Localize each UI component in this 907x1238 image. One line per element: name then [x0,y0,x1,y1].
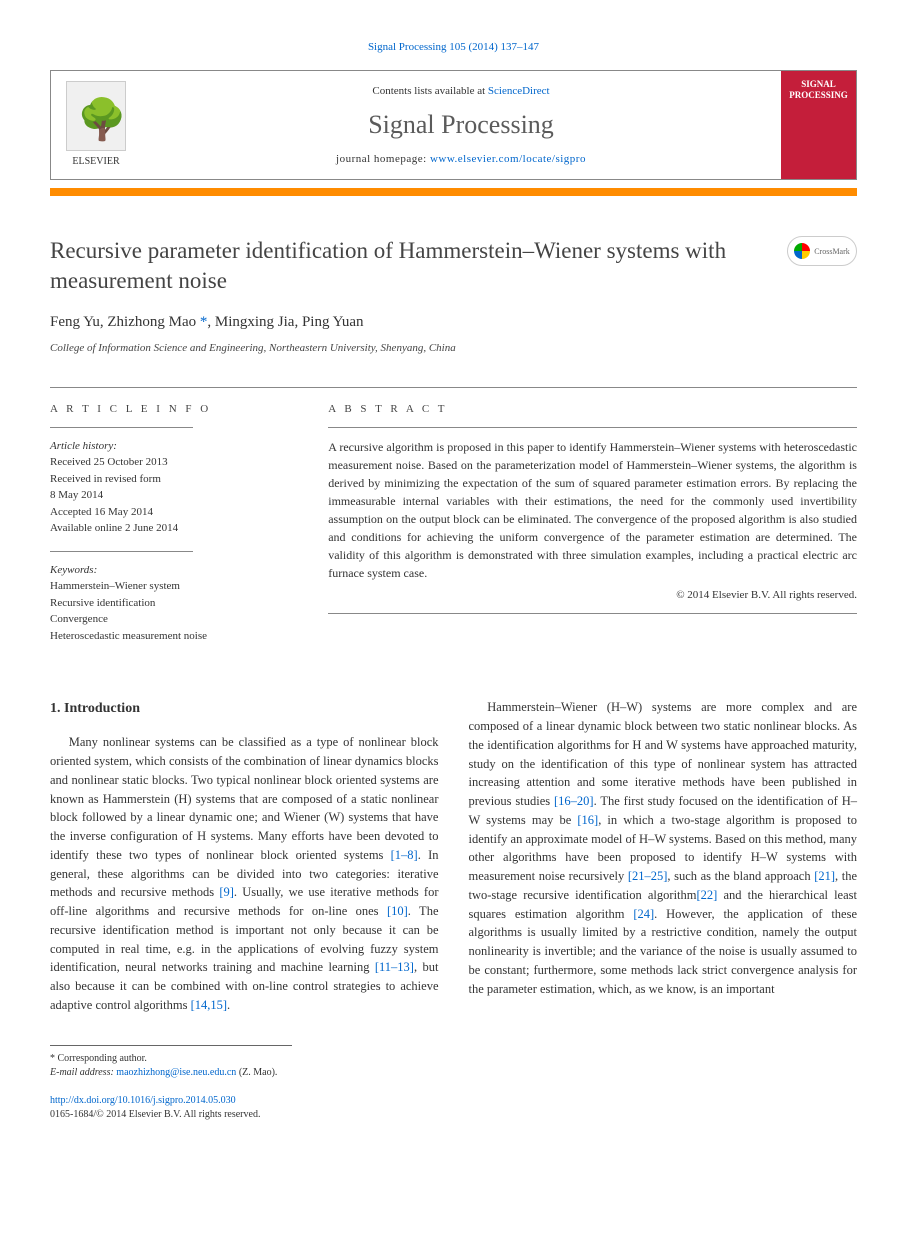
keyword-3: Convergence [50,613,108,625]
abstract-divider [328,427,857,428]
ref-10[interactable]: [10] [387,904,408,918]
crossmark-badge[interactable]: CrossMark [787,236,857,266]
doi-block: http://dx.doi.org/10.1016/j.sigpro.2014.… [50,1094,857,1122]
elsevier-logo-block: ELSEVIER [51,71,141,179]
keyword-1: Hammerstein–Wiener system [50,580,180,592]
masthead: ELSEVIER Contents lists available at Sci… [50,70,857,180]
article-info-column: A R T I C L E I N F O Article history: R… [50,388,308,659]
p1f: . [227,998,230,1012]
para-2: Hammerstein–Wiener (H–W) systems are mor… [469,698,858,998]
ref-21-25[interactable]: [21–25] [628,869,668,883]
footnote-block: * Corresponding author. E-mail address: … [50,1052,857,1080]
p2d: , such as the bland approach [667,869,814,883]
abstract-column: A B S T R A C T A recursive algorithm is… [308,388,857,659]
ref-24[interactable]: [24] [633,907,654,921]
doi-link[interactable]: http://dx.doi.org/10.1016/j.sigpro.2014.… [50,1095,236,1106]
ref-16[interactable]: [16] [577,813,598,827]
homepage-link[interactable]: www.elsevier.com/locate/sigpro [430,153,586,165]
elsevier-label: ELSEVIER [72,155,119,169]
author-list: Feng Yu, Zhizhong Mao *, Mingxing Jia, P… [50,312,857,333]
history-received: Received 25 October 2013 [50,456,168,468]
author-2: Zhizhong Mao [107,314,196,330]
paper-title: Recursive parameter identification of Ha… [50,236,787,296]
p1a: Many nonlinear systems can be classified… [50,735,439,862]
body-columns: 1. Introduction Many nonlinear systems c… [50,698,857,1014]
homepage-line: journal homepage: www.elsevier.com/locat… [151,152,771,167]
history-online: Available online 2 June 2014 [50,522,178,534]
keywords-label: Keywords: [50,564,97,576]
keyword-2: Recursive identification [50,597,155,609]
keyword-4: Heteroscedastic measurement noise [50,630,207,642]
ref-1-8[interactable]: [1–8] [391,848,418,862]
para-1: Many nonlinear systems can be classified… [50,733,439,1014]
keywords-block: Keywords: Hammerstein–Wiener system Recu… [50,562,288,645]
abstract-header: A B S T R A C T [328,402,857,417]
masthead-center: Contents lists available at ScienceDirec… [141,71,781,179]
author-1: Feng Yu [50,314,100,330]
author-rest: , Mingxing Jia, Ping Yuan [207,314,363,330]
sciencedirect-link[interactable]: ScienceDirect [488,85,550,97]
abstract-divider-bottom [328,613,857,614]
history-revised-2: 8 May 2014 [50,489,103,501]
email-label: E-mail address: [50,1067,116,1078]
affiliation: College of Information Science and Engin… [50,341,857,356]
article-info-header: A R T I C L E I N F O [50,402,288,417]
history-revised-1: Received in revised form [50,473,161,485]
corresponding-author-note: * Corresponding author. [50,1052,857,1066]
ref-14-15[interactable]: [14,15] [191,998,227,1012]
history-label: Article history: [50,440,117,452]
body-section: 1. Introduction Many nonlinear systems c… [50,698,857,1014]
history-block: Article history: Received 25 October 201… [50,438,288,537]
section-1-title: 1. Introduction [50,698,439,719]
ref-22[interactable]: [22] [697,888,718,902]
info-divider-1 [50,427,193,428]
p2a: Hammerstein–Wiener (H–W) systems are mor… [469,700,858,808]
crossmark-label: CrossMark [814,246,850,257]
info-abstract-row: A R T I C L E I N F O Article history: R… [50,387,857,659]
contents-line: Contents lists available at ScienceDirec… [151,84,771,99]
homepage-prefix: journal homepage: [336,153,430,165]
contents-prefix: Contents lists available at [372,85,487,97]
journal-reference: Signal Processing 105 (2014) 137–147 [50,40,857,55]
journal-ref-text: Signal Processing 105 (2014) 137–147 [368,41,539,53]
journal-cover: SIGNAL PROCESSING [781,71,856,179]
ref-11-13[interactable]: [11–13] [375,960,414,974]
history-accepted: Accepted 16 May 2014 [50,506,153,518]
info-divider-2 [50,551,193,552]
journal-name: Signal Processing [151,107,771,143]
email-link[interactable]: maozhizhong@ise.neu.edu.cn [116,1067,236,1078]
ref-21[interactable]: [21] [814,869,835,883]
ref-9[interactable]: [9] [219,885,234,899]
abstract-text: A recursive algorithm is proposed in thi… [328,438,857,582]
title-row: Recursive parameter identification of Ha… [50,236,857,296]
orange-divider [50,188,857,196]
footnote-divider [50,1045,292,1046]
email-line: E-mail address: maozhizhong@ise.neu.edu.… [50,1066,857,1080]
ref-16-20[interactable]: [16–20] [554,794,594,808]
email-suffix: (Z. Mao). [236,1067,277,1078]
cover-title: SIGNAL PROCESSING [785,79,852,101]
corresponding-mark: * [196,314,207,330]
copyright-line: © 2014 Elsevier B.V. All rights reserved… [328,588,857,603]
elsevier-tree-icon [66,81,126,151]
issn-copyright: 0165-1684/© 2014 Elsevier B.V. All right… [50,1109,260,1120]
